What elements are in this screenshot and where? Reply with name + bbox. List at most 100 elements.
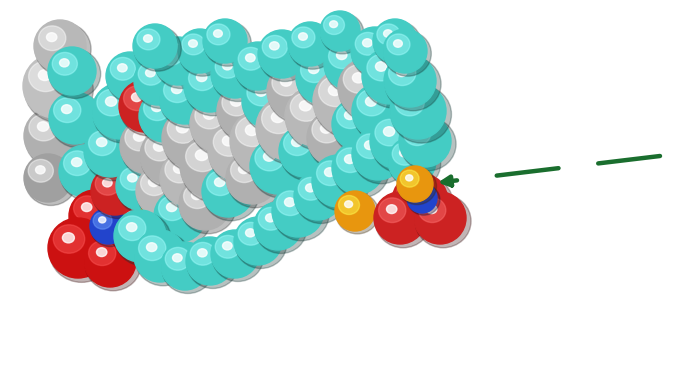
Ellipse shape [412, 128, 422, 137]
Ellipse shape [254, 202, 302, 250]
Ellipse shape [119, 216, 146, 240]
Ellipse shape [330, 21, 338, 27]
Ellipse shape [210, 124, 274, 185]
Ellipse shape [344, 111, 355, 120]
Ellipse shape [49, 49, 100, 98]
Ellipse shape [215, 235, 241, 258]
Ellipse shape [332, 142, 384, 194]
Ellipse shape [238, 223, 264, 245]
Ellipse shape [377, 24, 400, 45]
Ellipse shape [114, 210, 166, 262]
Ellipse shape [28, 61, 62, 92]
Ellipse shape [218, 86, 278, 143]
Ellipse shape [384, 55, 436, 107]
Ellipse shape [386, 205, 397, 214]
Ellipse shape [231, 97, 242, 106]
Ellipse shape [120, 118, 176, 174]
Ellipse shape [141, 171, 168, 195]
Ellipse shape [137, 29, 160, 50]
Ellipse shape [317, 161, 344, 186]
Ellipse shape [38, 122, 49, 131]
Ellipse shape [165, 247, 190, 270]
Ellipse shape [363, 39, 372, 47]
Ellipse shape [70, 193, 126, 246]
Ellipse shape [189, 66, 216, 90]
Ellipse shape [88, 241, 116, 266]
Ellipse shape [383, 29, 427, 73]
Ellipse shape [374, 192, 426, 244]
Ellipse shape [139, 90, 191, 142]
Ellipse shape [325, 41, 381, 94]
Ellipse shape [162, 244, 214, 294]
Ellipse shape [120, 167, 146, 190]
Ellipse shape [28, 160, 53, 182]
Ellipse shape [158, 196, 186, 221]
Ellipse shape [71, 158, 82, 167]
Ellipse shape [24, 108, 80, 164]
Ellipse shape [111, 57, 135, 80]
Ellipse shape [305, 184, 315, 192]
Ellipse shape [357, 89, 386, 116]
Ellipse shape [171, 85, 182, 94]
Ellipse shape [279, 125, 331, 177]
Ellipse shape [388, 61, 416, 86]
Ellipse shape [140, 93, 196, 146]
Ellipse shape [180, 180, 236, 234]
Ellipse shape [134, 57, 182, 105]
Ellipse shape [292, 27, 315, 48]
Ellipse shape [93, 86, 154, 143]
Ellipse shape [214, 30, 222, 37]
Ellipse shape [299, 33, 307, 40]
Ellipse shape [276, 191, 304, 216]
Ellipse shape [203, 19, 247, 63]
Ellipse shape [217, 83, 273, 139]
Ellipse shape [285, 86, 345, 146]
Ellipse shape [264, 152, 274, 161]
Ellipse shape [158, 42, 183, 65]
Ellipse shape [207, 24, 230, 45]
Ellipse shape [394, 40, 402, 47]
Ellipse shape [160, 74, 216, 128]
Ellipse shape [182, 34, 205, 55]
Ellipse shape [336, 51, 347, 60]
Ellipse shape [255, 144, 284, 171]
Ellipse shape [414, 192, 466, 244]
Ellipse shape [163, 111, 228, 172]
Ellipse shape [34, 20, 86, 72]
Ellipse shape [400, 170, 419, 187]
Ellipse shape [197, 249, 207, 257]
Ellipse shape [273, 187, 329, 241]
Ellipse shape [134, 230, 186, 282]
Ellipse shape [85, 127, 141, 181]
Ellipse shape [38, 70, 51, 81]
Ellipse shape [373, 19, 417, 63]
Ellipse shape [250, 138, 306, 194]
Ellipse shape [328, 85, 341, 96]
Ellipse shape [392, 86, 452, 143]
Ellipse shape [24, 57, 93, 123]
Ellipse shape [179, 178, 231, 230]
Ellipse shape [84, 235, 136, 287]
Ellipse shape [82, 203, 92, 212]
Ellipse shape [146, 243, 157, 251]
Ellipse shape [298, 178, 324, 200]
Ellipse shape [59, 145, 111, 197]
Ellipse shape [107, 54, 158, 104]
Ellipse shape [135, 204, 175, 244]
Ellipse shape [125, 124, 154, 151]
Ellipse shape [313, 69, 377, 133]
Ellipse shape [190, 242, 216, 265]
Ellipse shape [121, 121, 181, 178]
Ellipse shape [166, 203, 177, 212]
Ellipse shape [167, 115, 199, 143]
Ellipse shape [256, 96, 320, 160]
Ellipse shape [60, 147, 116, 201]
Ellipse shape [267, 63, 323, 119]
Ellipse shape [227, 154, 283, 208]
Ellipse shape [144, 35, 152, 42]
Ellipse shape [272, 112, 284, 123]
Ellipse shape [400, 149, 409, 157]
Ellipse shape [245, 229, 255, 237]
Ellipse shape [312, 155, 364, 207]
Ellipse shape [135, 59, 187, 108]
